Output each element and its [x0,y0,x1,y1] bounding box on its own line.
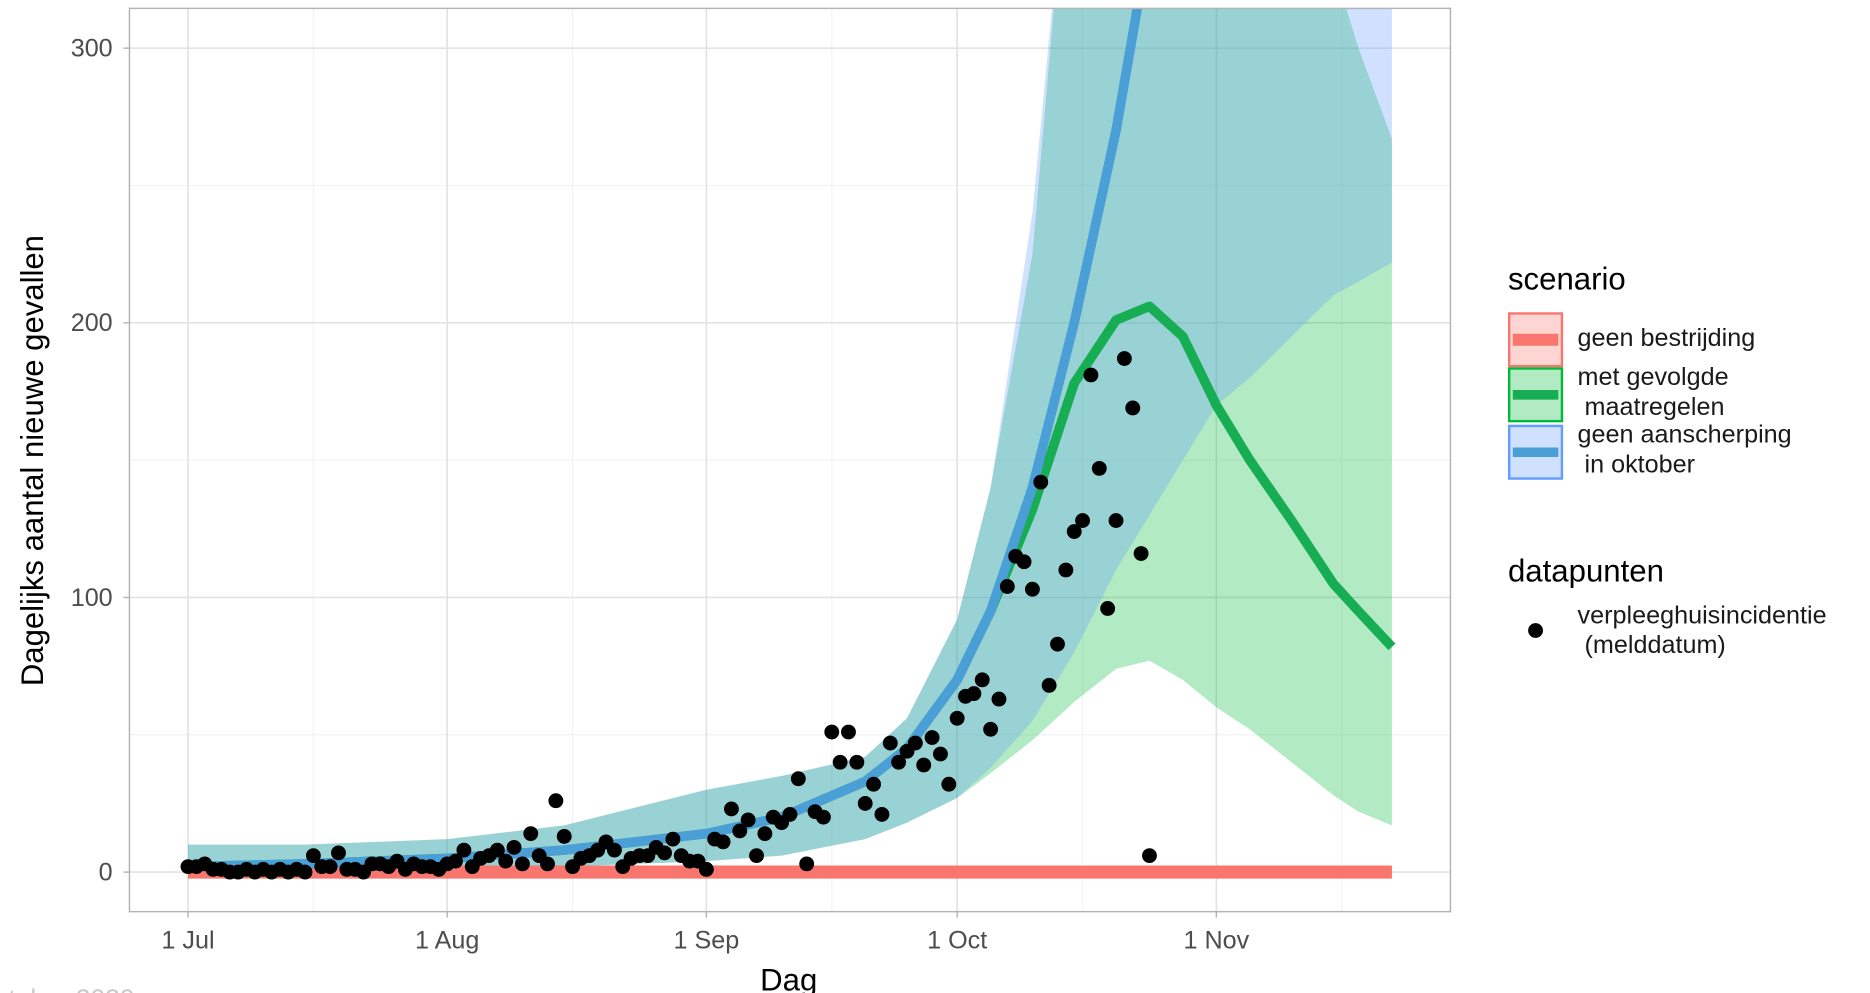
data-point [1016,554,1032,570]
x-axis-label: Dag [760,963,817,993]
data-point [305,848,321,864]
panel-border [128,7,1452,913]
data-point [841,724,856,740]
data-point [916,757,932,773]
legend-title: scenario [1508,262,1626,297]
data-point [665,831,681,847]
data-point [489,842,505,858]
data-point [1041,677,1057,693]
data-point [815,809,831,825]
data-point [924,730,940,745]
axes: 0 100 200 300 1 Jul 1 Aug 1 Sep 1 Oct 1 Nov [71,35,1250,955]
grid [129,8,1451,912]
data-point [832,754,848,770]
data-point [999,579,1015,594]
data-point [331,845,346,861]
legend-label: verpleeghuisincidentie (melddatum) [1577,601,1827,660]
data-point [1058,562,1074,578]
data-point [790,771,806,787]
data-point [732,823,748,839]
x-tick-label: 1 Nov [1183,927,1249,955]
data-point [506,839,522,855]
data-point [941,776,957,792]
caption: ktober 2020 [0,983,134,993]
data-point [1133,546,1149,561]
data-point [874,807,890,822]
data-point [448,853,463,869]
legend-label: geen bestrijding [1577,323,1756,352]
data-point [606,842,622,858]
data-point [983,721,999,737]
data-point [540,856,555,872]
x-tick-label: 1 Sep [673,927,739,955]
data-point [991,691,1007,707]
data-point [297,864,313,880]
plot-area [180,8,1396,880]
data-point [1075,513,1091,528]
data-point [657,845,672,861]
data-point [849,754,865,770]
data-point [556,828,572,844]
data-point [1033,474,1049,490]
data-point [514,856,530,872]
x-tick-label: 1 Aug [415,927,479,955]
data-point [907,735,923,751]
data-point [824,724,840,740]
data-point [799,856,815,872]
data-point [757,826,773,842]
data-point [1066,524,1082,539]
legend: scenario geen bestrijding met gevolgde maa… [1507,262,1827,660]
data-point [1024,581,1040,597]
legend-label-box: geen bestrijding [1577,323,1756,352]
data-point [882,735,898,751]
legend-label-box: geen aanscherping in oktober [1577,421,1792,479]
data-point [698,861,714,877]
data-point [715,834,731,850]
legend-title: datapunten [1508,553,1664,588]
data-point [891,754,907,770]
data-point [782,807,798,822]
y-tick-label: 0 [99,858,113,886]
legend-key [1528,623,1543,638]
data-point [1108,513,1124,528]
data-point [857,796,873,811]
data-point [1050,636,1065,652]
data-point [966,686,982,702]
data-point [1091,460,1107,476]
data-point [498,853,514,869]
data-point [548,793,564,809]
data-point [322,859,338,875]
x-tick-label: 1 Oct [927,927,987,955]
legend-label: met gevolgde maatregelen [1577,363,1729,422]
legend-label: geen aanscherping in oktober [1577,421,1792,479]
data-point [933,746,948,762]
legend-label-box: verpleeghuisincidentie (melddatum) [1577,601,1827,660]
data-point [1142,848,1157,864]
data-point [1100,601,1116,616]
y-tick-label: 300 [71,35,113,63]
data-point [949,710,965,726]
data-point [740,812,756,828]
data-point [1125,400,1141,416]
data-point [723,801,739,817]
data-point [1083,367,1099,383]
data-point [749,848,764,864]
data-point [974,672,990,688]
y-axis-label: Dagelijks aantal nieuwe gevallen [15,235,50,686]
y-tick-label: 100 [71,584,113,612]
y-tick-label: 200 [71,309,113,337]
data-point [456,842,472,858]
data-point [523,826,539,842]
data-point [866,776,881,792]
data-point [1116,351,1132,366]
x-tick-label: 1 Jul [161,927,214,955]
legend-label-box: met gevolgde maatregelen [1577,363,1729,422]
